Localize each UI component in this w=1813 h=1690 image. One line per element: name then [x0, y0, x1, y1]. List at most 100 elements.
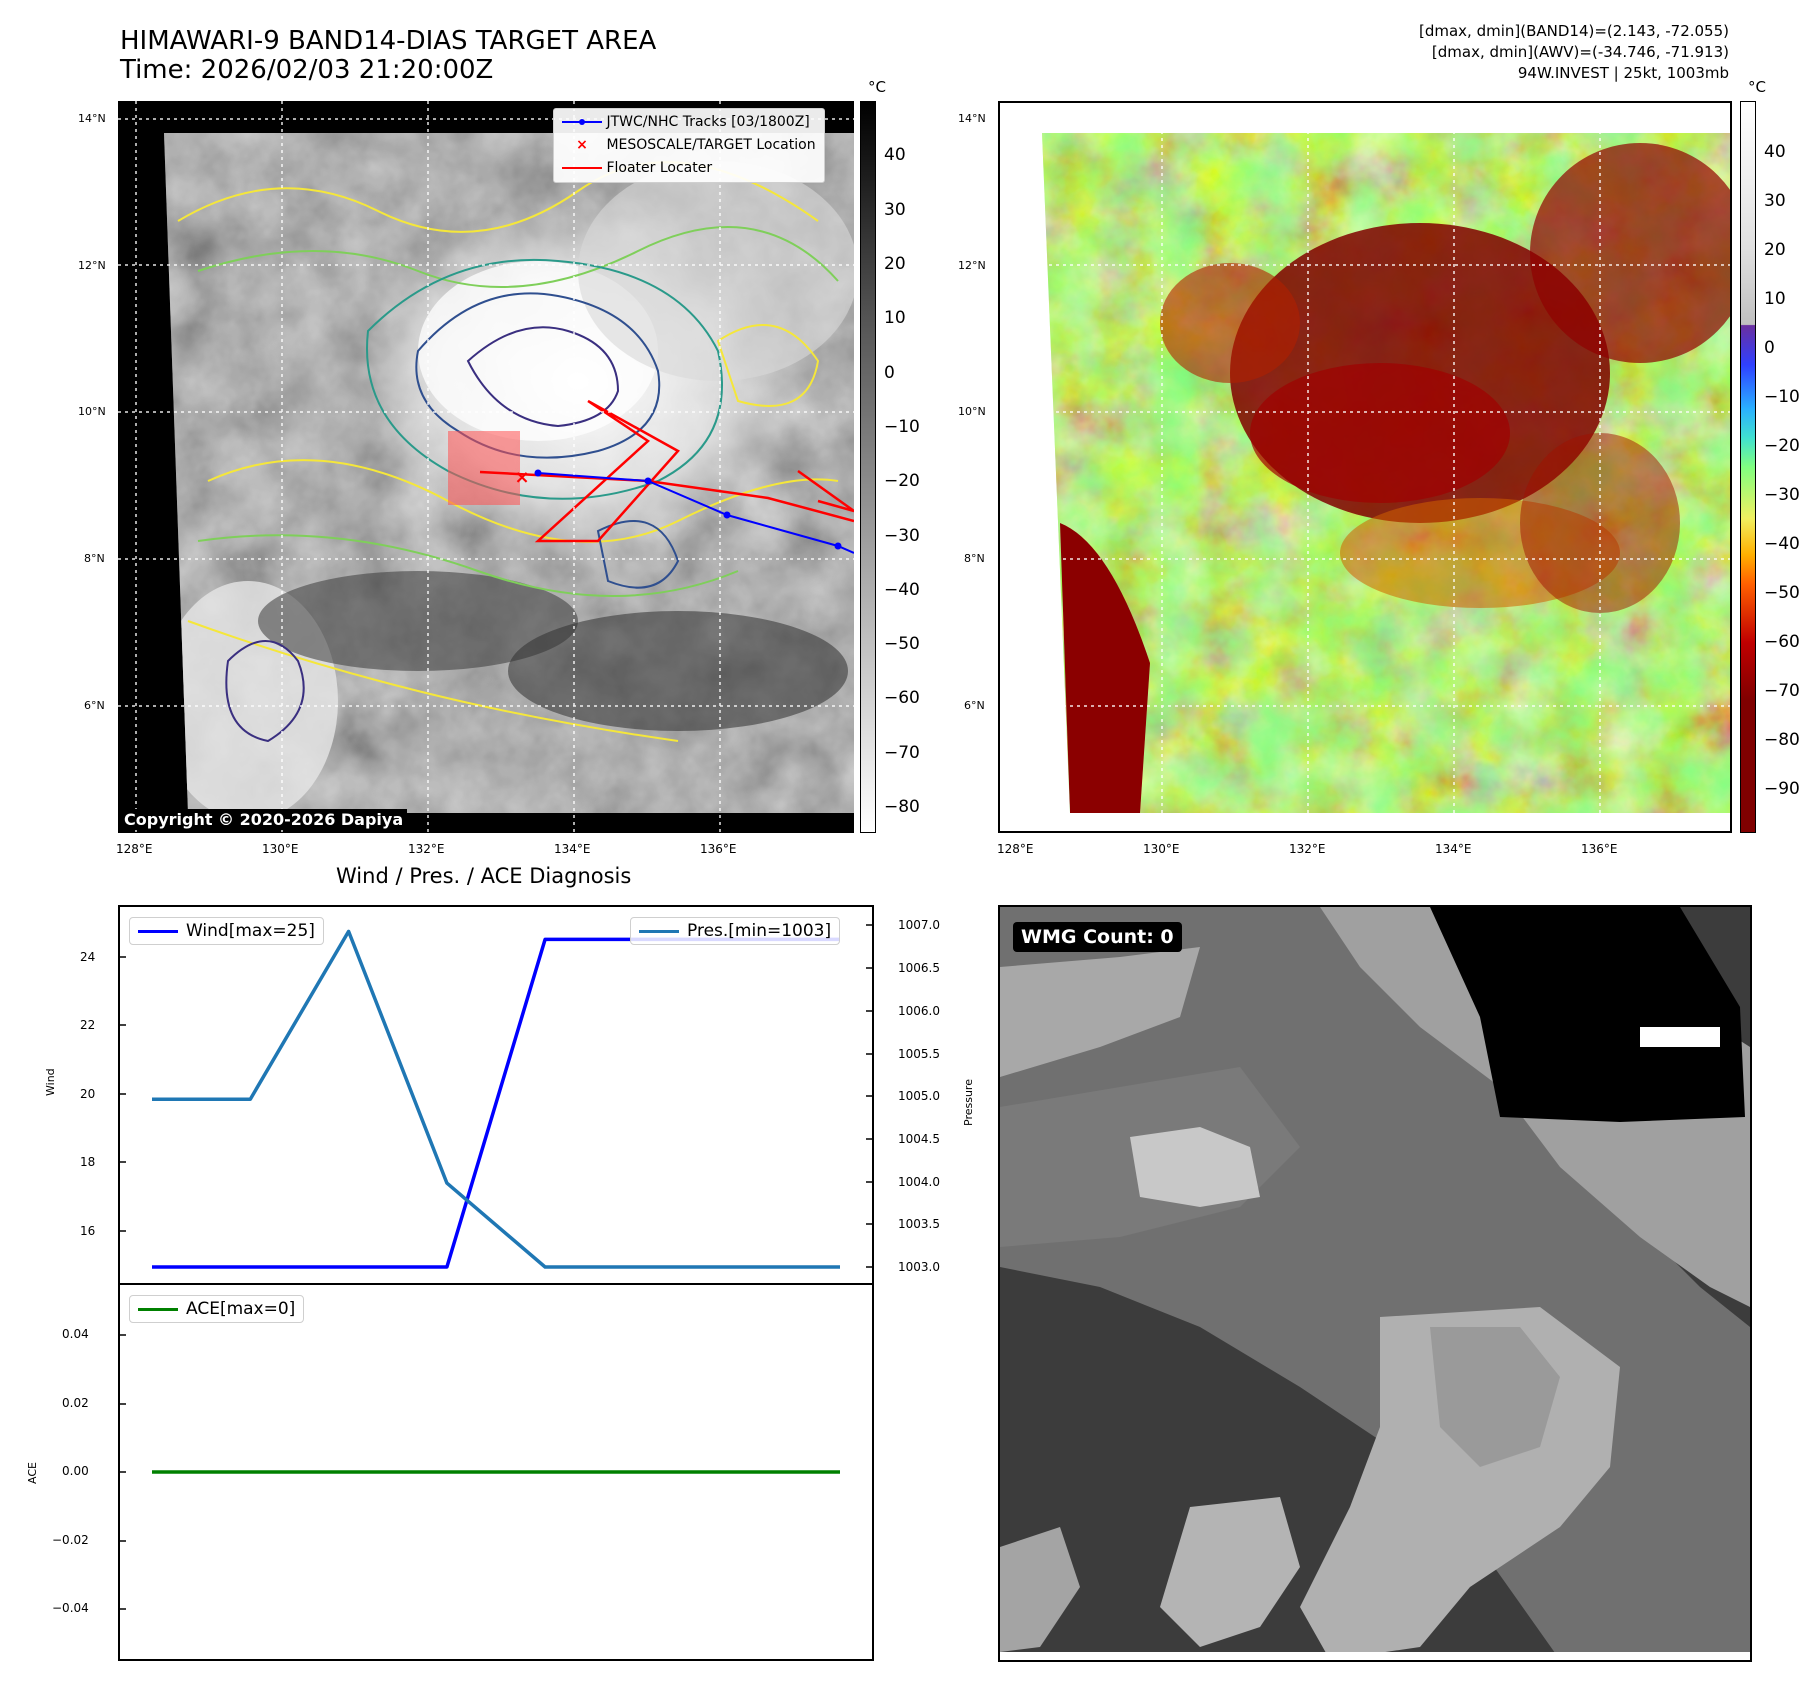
wind-pres-plot: [118, 905, 874, 1285]
ace-ylabel: ACE: [26, 1462, 39, 1484]
awv-cb-tick: −40: [1764, 534, 1800, 554]
legend-label-tracks: JTWC/NHC Tracks [03/1800Z]: [606, 114, 810, 130]
awv-lon-tick: 136°E: [1581, 842, 1618, 856]
ace-tick: −0.02: [52, 1533, 89, 1547]
wmg-image: [998, 905, 1752, 1662]
awv-cb-tick: 0: [1764, 338, 1775, 358]
copyright-notice: Copyright © 2020-2026 Dapiya: [120, 809, 408, 830]
sat-lon-tick: 136°E: [700, 842, 737, 856]
wind-pres-svg: [120, 924, 872, 1269]
info-awv-range: [dmax, dmin](AWV)=(-34.746, -71.913): [1431, 43, 1729, 61]
sat-cb-tick: 0: [884, 363, 895, 383]
sat-cb-tick: −40: [884, 580, 920, 600]
sat-cb-tick: −60: [884, 688, 920, 708]
series-line-0: [152, 937, 840, 1269]
sat-cb-tick: −80: [884, 797, 920, 817]
pres-tick: 1005.0: [898, 1089, 940, 1103]
sat-lat-tick: 8°N: [84, 552, 105, 565]
ace-tick: −0.04: [52, 1601, 89, 1615]
awv-lat-tick: 8°N: [964, 552, 985, 565]
awv-cb-tick: 30: [1764, 191, 1786, 211]
legend-item-target: × MESOSCALE/TARGET Location: [562, 134, 816, 157]
svg-text:×: ×: [514, 467, 529, 488]
awv-cb-tick: 20: [1764, 240, 1786, 260]
wind-ylabel: Wind: [44, 1068, 57, 1096]
pres-ylabel: Pressure: [962, 1079, 975, 1126]
sat-lon-tick: 134°E: [554, 842, 591, 856]
pres-legend: Pres.[min=1003]: [630, 917, 841, 945]
awv-cb-tick: −30: [1764, 485, 1800, 505]
awv-image: [998, 101, 1732, 833]
sat-cb-tick: −30: [884, 526, 920, 546]
ace-tick: 0.00: [62, 1464, 89, 1478]
awv-lat-tick: 14°N: [958, 112, 986, 125]
legend-item-floater: Floater Locater: [562, 157, 816, 180]
sat-cb-tick: −10: [884, 417, 920, 437]
ace-plot: [118, 1283, 874, 1661]
track-line-icon: [562, 119, 602, 125]
sat-cb-tick: −70: [884, 743, 920, 763]
sat-lon-tick: 130°E: [262, 842, 299, 856]
awv-lon-tick: 128°E: [997, 842, 1034, 856]
timestamp: Time: 2026/02/03 21:20:00Z: [120, 55, 494, 85]
sat-lat-tick: 6°N: [84, 699, 105, 712]
ace-tick: 0.02: [62, 1396, 89, 1410]
wmg-count-badge: WMG Count: 0: [1013, 922, 1182, 952]
sat-cb-tick: −50: [884, 634, 920, 654]
awv-lat-tick: 10°N: [958, 405, 986, 418]
pres-tick: 1003.0: [898, 1260, 940, 1274]
awv-colorbar-unit: °C: [1748, 78, 1766, 96]
sat-lon-tick: 132°E: [408, 842, 445, 856]
sat-lon-tick: 128°E: [116, 842, 153, 856]
wind-tick: 20: [80, 1087, 96, 1101]
sat-legend: JTWC/NHC Tracks [03/1800Z] × MESOSCALE/T…: [553, 108, 825, 183]
wind-legend-label: Wind[max=25]: [186, 921, 315, 941]
info-storm: 94W.INVEST | 25kt, 1003mb: [1517, 64, 1729, 82]
legend-item-tracks: JTWC/NHC Tracks [03/1800Z]: [562, 111, 816, 134]
pres-tick: 1004.0: [898, 1175, 940, 1189]
sat-cb-tick: 10: [884, 308, 906, 328]
awv-cb-tick: −90: [1764, 779, 1800, 799]
diag-title: Wind / Pres. / ACE Diagnosis: [336, 864, 632, 888]
series-line-1: [152, 929, 840, 1269]
awv-colorbar: [1740, 101, 1756, 833]
awv-cb-tick: −20: [1764, 436, 1800, 456]
sat-cb-tick: 40: [884, 145, 906, 165]
wind-tick: 24: [80, 950, 96, 964]
main-title: HIMAWARI-9 BAND14-DIAS TARGET AREA: [120, 26, 657, 56]
pres-tick: 1003.5: [898, 1217, 940, 1231]
legend-label-floater: Floater Locater: [606, 160, 713, 176]
sat-cb-tick: −20: [884, 471, 920, 491]
awv-lat-tick: 12°N: [958, 259, 986, 272]
awv-lon-tick: 130°E: [1143, 842, 1180, 856]
ace-tick: 0.04: [62, 1327, 89, 1341]
awv-cb-tick: −80: [1764, 730, 1800, 750]
legend-label-target: MESOSCALE/TARGET Location: [606, 137, 816, 153]
wind-line-swatch: [138, 929, 178, 933]
awv-cb-tick: −50: [1764, 583, 1800, 603]
pres-legend-label: Pres.[min=1003]: [687, 921, 832, 941]
awv-cb-tick: −60: [1764, 632, 1800, 652]
awv-cb-tick: 40: [1764, 142, 1786, 162]
awv-cb-tick: −70: [1764, 681, 1800, 701]
x-marker-icon: ×: [576, 137, 588, 153]
pres-tick: 1004.5: [898, 1132, 940, 1146]
awv-cb-tick: 10: [1764, 289, 1786, 309]
wind-legend: Wind[max=25]: [129, 917, 324, 945]
pres-tick: 1007.0: [898, 918, 940, 932]
wind-tick: 22: [80, 1018, 96, 1032]
pres-tick: 1005.5: [898, 1047, 940, 1061]
sat-lat-tick: 12°N: [78, 259, 106, 272]
sat-cb-tick: 20: [884, 254, 906, 274]
awv-lon-tick: 134°E: [1435, 842, 1472, 856]
info-band14-range: [dmax, dmin](BAND14)=(2.143, -72.055): [1418, 22, 1729, 40]
wind-tick: 18: [80, 1155, 96, 1169]
sat-ir-image: ×: [118, 101, 854, 833]
sat-colorbar: [860, 101, 876, 833]
pres-line-swatch: [639, 929, 679, 933]
wind-tick: 16: [80, 1224, 96, 1238]
pres-tick: 1006.5: [898, 961, 940, 975]
awv-lat-tick: 6°N: [964, 699, 985, 712]
sat-lat-tick: 14°N: [78, 112, 106, 125]
floater-line-icon: [562, 167, 602, 169]
